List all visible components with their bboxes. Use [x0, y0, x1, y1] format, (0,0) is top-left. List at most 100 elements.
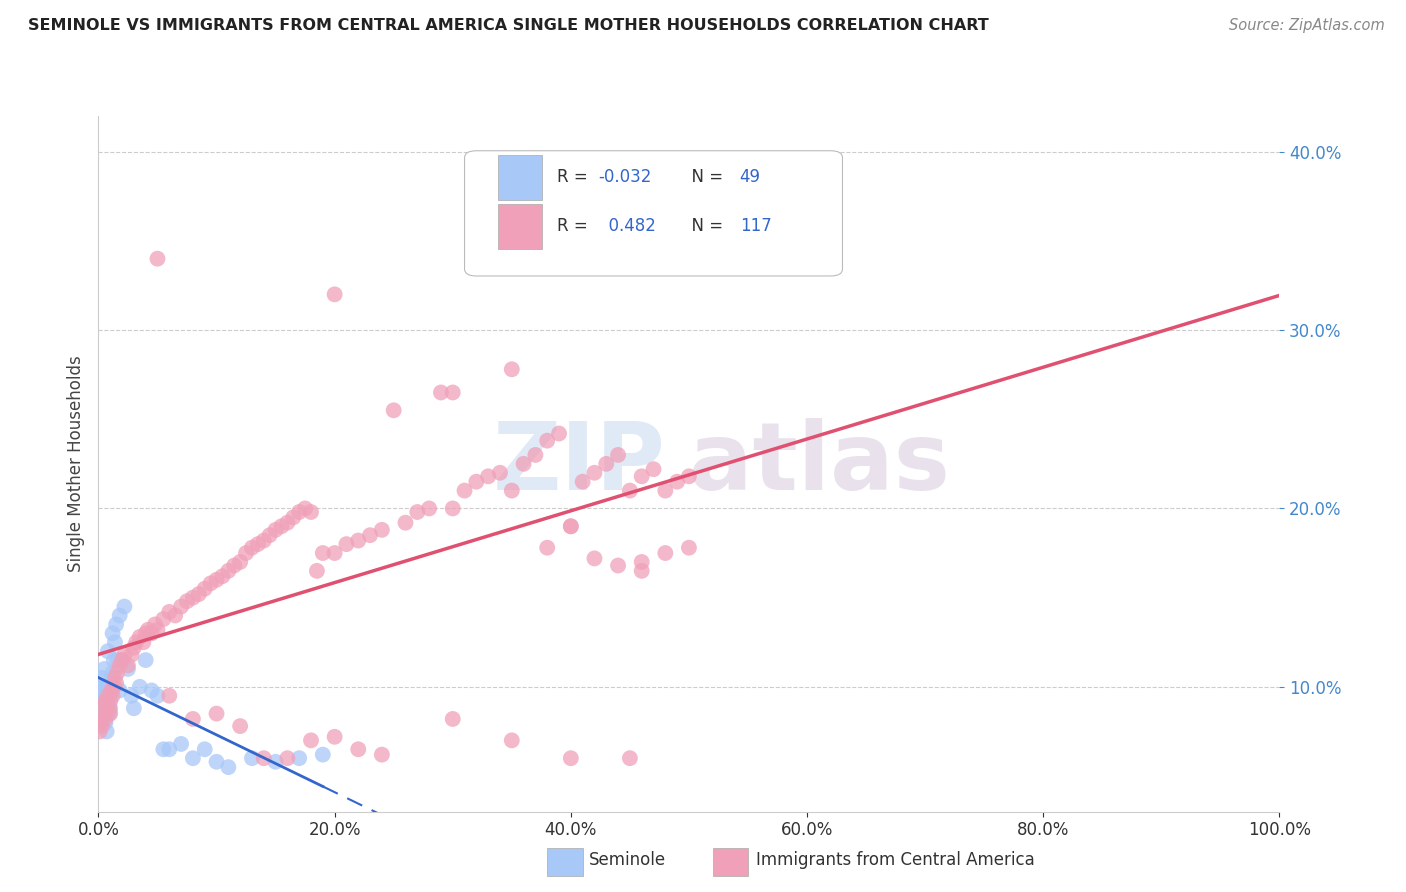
Point: [205, 755, 228, 769]
Point: [382, 403, 405, 417]
Point: [111, 653, 134, 667]
Text: Immigrants from Central America: Immigrants from Central America: [756, 852, 1035, 870]
Point: [217, 564, 239, 578]
Text: atlas: atlas: [689, 417, 950, 510]
Point: [93, 701, 115, 715]
Point: [97, 698, 120, 712]
Point: [141, 626, 163, 640]
Point: [607, 558, 630, 573]
Point: [276, 751, 298, 765]
FancyBboxPatch shape: [498, 203, 543, 249]
Point: [181, 591, 204, 605]
Point: [246, 537, 269, 551]
Point: [619, 483, 641, 498]
Point: [117, 658, 139, 673]
Point: [299, 505, 322, 519]
Point: [98, 706, 121, 721]
Point: [294, 501, 316, 516]
Point: [441, 385, 464, 400]
Point: [103, 653, 125, 667]
Point: [93, 662, 115, 676]
Point: [211, 569, 233, 583]
Point: [283, 510, 305, 524]
Point: [312, 546, 335, 560]
Point: [229, 719, 252, 733]
Point: [630, 564, 652, 578]
Point: [146, 689, 169, 703]
Point: [128, 680, 150, 694]
Point: [205, 573, 228, 587]
Point: [630, 555, 652, 569]
Text: SEMINOLE VS IMMIGRANTS FROM CENTRAL AMERICA SINGLE MOTHER HOUSEHOLDS CORRELATION: SEMINOLE VS IMMIGRANTS FROM CENTRAL AMER…: [28, 18, 988, 33]
Point: [112, 599, 135, 614]
Point: [157, 605, 180, 619]
Point: [512, 457, 534, 471]
FancyBboxPatch shape: [547, 848, 582, 876]
Point: [91, 694, 114, 708]
Point: [619, 751, 641, 765]
Point: [170, 737, 193, 751]
Point: [97, 644, 120, 658]
Y-axis label: Single Mother Households: Single Mother Households: [66, 356, 84, 572]
Text: ZIP: ZIP: [492, 417, 665, 510]
Point: [253, 751, 276, 765]
Point: [98, 694, 121, 708]
Point: [91, 683, 114, 698]
Point: [94, 689, 117, 703]
Point: [312, 747, 335, 762]
Point: [104, 671, 127, 685]
Text: Seminole: Seminole: [589, 852, 665, 870]
Point: [583, 551, 606, 566]
Point: [98, 701, 121, 715]
Text: N =: N =: [681, 218, 728, 235]
Point: [176, 594, 198, 608]
Point: [96, 706, 118, 721]
Text: 0.482: 0.482: [598, 218, 655, 235]
Point: [141, 683, 163, 698]
Point: [394, 516, 416, 530]
Point: [121, 648, 143, 662]
Point: [666, 475, 689, 489]
Point: [200, 576, 222, 591]
Point: [253, 533, 276, 548]
Point: [157, 689, 180, 703]
Point: [117, 662, 139, 676]
Text: Source: ZipAtlas.com: Source: ZipAtlas.com: [1229, 18, 1385, 33]
Point: [323, 546, 346, 560]
Point: [105, 676, 128, 690]
Point: [347, 742, 370, 756]
Point: [100, 671, 122, 685]
Point: [105, 665, 128, 680]
Point: [194, 582, 217, 596]
Point: [122, 701, 145, 715]
Point: [91, 706, 114, 721]
Point: [288, 505, 311, 519]
Point: [453, 483, 475, 498]
Point: [90, 715, 112, 730]
Point: [276, 516, 298, 530]
Point: [643, 462, 665, 476]
Point: [224, 558, 246, 573]
Point: [560, 751, 582, 765]
Point: [132, 635, 155, 649]
Point: [299, 733, 322, 747]
Point: [441, 712, 464, 726]
Point: [524, 448, 547, 462]
Point: [501, 362, 523, 376]
Point: [146, 252, 169, 266]
Point: [465, 475, 488, 489]
Point: [121, 689, 143, 703]
Point: [430, 385, 453, 400]
Point: [560, 519, 582, 533]
Point: [94, 712, 117, 726]
Point: [101, 626, 124, 640]
Point: [91, 719, 114, 733]
Point: [94, 715, 117, 730]
Point: [101, 689, 124, 703]
Point: [205, 706, 228, 721]
Point: [98, 701, 121, 715]
Point: [98, 689, 121, 703]
Point: [152, 612, 174, 626]
Point: [122, 640, 145, 655]
Point: [152, 742, 174, 756]
